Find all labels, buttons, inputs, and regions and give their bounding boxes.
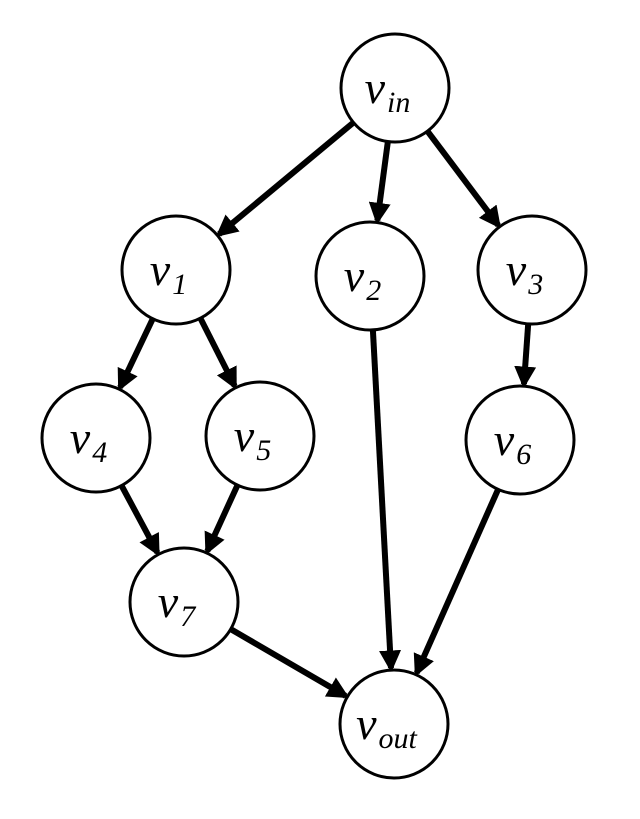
dag-diagram: vinv1v2v3v4v5v6v7vout — [0, 0, 640, 819]
node-vin: vin — [341, 34, 449, 142]
node-label-sub: 2 — [366, 274, 381, 307]
edge-v1-v5 — [200, 318, 234, 386]
node-label-base: v — [234, 410, 255, 461]
edge-v6-vout — [417, 489, 498, 672]
node-v1: v1 — [122, 216, 230, 324]
node-v6: v6 — [466, 386, 574, 494]
node-label-sub: 5 — [256, 434, 271, 467]
node-v5: v5 — [206, 382, 314, 490]
node-label-base: v — [158, 576, 179, 627]
node-label-base: v — [70, 412, 91, 463]
edge-v4-v7 — [122, 486, 158, 553]
node-label-sub: 1 — [172, 268, 187, 301]
node-label-base: v — [494, 414, 515, 465]
node-v3: v3 — [478, 216, 586, 324]
node-label-base: v — [506, 244, 527, 295]
node-label-base: v — [344, 250, 365, 301]
node-label-sub: in — [387, 86, 410, 119]
node-label-sub: 3 — [527, 268, 543, 301]
edge-vin-v3 — [427, 131, 498, 225]
node-label-base: v — [150, 244, 171, 295]
edge-vin-v2 — [377, 142, 388, 221]
edge-v1-v4 — [120, 319, 153, 388]
node-v4: v4 — [42, 384, 150, 492]
node-v7: v7 — [130, 548, 238, 656]
node-vout: vout — [340, 670, 448, 778]
edge-v2-vout — [373, 330, 391, 668]
edge-v5-v7 — [207, 485, 237, 551]
node-label-sub: out — [379, 722, 418, 755]
edge-vin-v1 — [219, 123, 353, 235]
node-label-sub: 6 — [516, 438, 531, 471]
nodes-group: vinv1v2v3v4v5v6v7vout — [42, 34, 586, 778]
node-label-sub: 4 — [92, 436, 107, 469]
edge-v7-vout — [231, 629, 346, 696]
node-v2: v2 — [316, 222, 424, 330]
node-label-base: v — [356, 698, 377, 749]
node-label-base: v — [365, 62, 386, 113]
node-label-sub: 7 — [180, 600, 197, 633]
edge-v3-v6 — [524, 324, 528, 384]
